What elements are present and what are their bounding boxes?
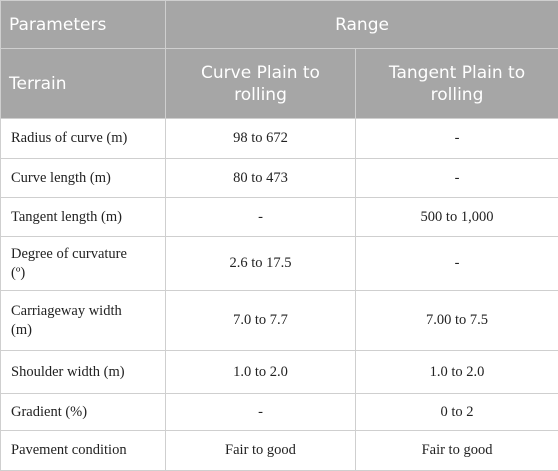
table-cell: Degree of curvature (º) [1, 237, 166, 291]
header-cell: Tangent Plain to rolling [356, 49, 558, 119]
table-cell: 0 to 2 [356, 394, 558, 431]
table-cell: 98 to 672 [166, 119, 356, 159]
table-row: Curve length (m)80 to 473- [1, 159, 558, 198]
table-cell: Tangent length (m) [1, 198, 166, 237]
table-body: Radius of curve (m)98 to 672-Curve lengt… [1, 119, 558, 471]
table-cell: Shoulder width (m) [1, 351, 166, 394]
table-cell: 1.0 to 2.0 [356, 351, 558, 394]
table-row: Radius of curve (m)98 to 672- [1, 119, 558, 159]
table-cell: Carriageway width (m) [1, 291, 166, 351]
table-cell: Fair to good [166, 431, 356, 471]
table-cell: Fair to good [356, 431, 558, 471]
table-row: Degree of curvature (º)2.6 to 17.5- [1, 237, 558, 291]
table-cell: 7.0 to 7.7 [166, 291, 356, 351]
table-cell: 7.00 to 7.5 [356, 291, 558, 351]
table-cell: 80 to 473 [166, 159, 356, 198]
table-row: Tangent length (m)-500 to 1,000 [1, 198, 558, 237]
table-cell: - [356, 159, 558, 198]
header-cell: Range [166, 1, 558, 49]
table-cell: - [356, 119, 558, 159]
table-cell: - [166, 394, 356, 431]
header-cell: Terrain [1, 49, 166, 119]
table-cell: - [166, 198, 356, 237]
table-cell: Gradient (%) [1, 394, 166, 431]
table-cell: Radius of curve (m) [1, 119, 166, 159]
table-cell: - [356, 237, 558, 291]
header-cell: Parameters [1, 1, 166, 49]
table-cell: Curve length (m) [1, 159, 166, 198]
table-cell: 500 to 1,000 [356, 198, 558, 237]
header-cell: Curve Plain to rolling [166, 49, 356, 119]
table-cell: Pavement condition [1, 431, 166, 471]
table-row: Gradient (%)-0 to 2 [1, 394, 558, 431]
table-cell: 2.6 to 17.5 [166, 237, 356, 291]
table-cell: 1.0 to 2.0 [166, 351, 356, 394]
